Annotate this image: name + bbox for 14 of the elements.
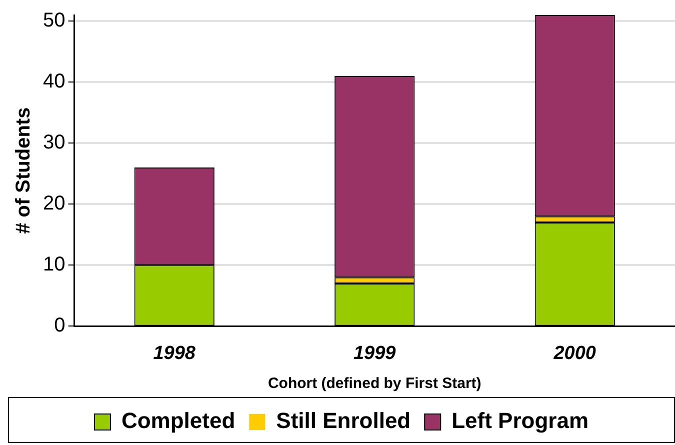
x-axis-title: Cohort (defined by First Start) (268, 375, 482, 392)
legend-label: Completed (121, 408, 236, 434)
y-tick-label: 0 (54, 314, 66, 337)
y-tick-label: 20 (42, 192, 66, 215)
x-tick-label: 2000 (552, 342, 596, 364)
y-tick-label: 50 (42, 10, 66, 32)
y-tick-label: 40 (42, 70, 66, 93)
y-tick-label: 30 (42, 132, 66, 154)
x-tick-label: 1999 (353, 342, 396, 364)
legend-label: Still Enrolled (276, 408, 411, 434)
x-tick-label: 1998 (153, 342, 196, 364)
y-axis-title: # of Students (12, 107, 35, 234)
y-tick-label: 10 (42, 254, 66, 276)
legend-label: Left Program (452, 408, 589, 434)
